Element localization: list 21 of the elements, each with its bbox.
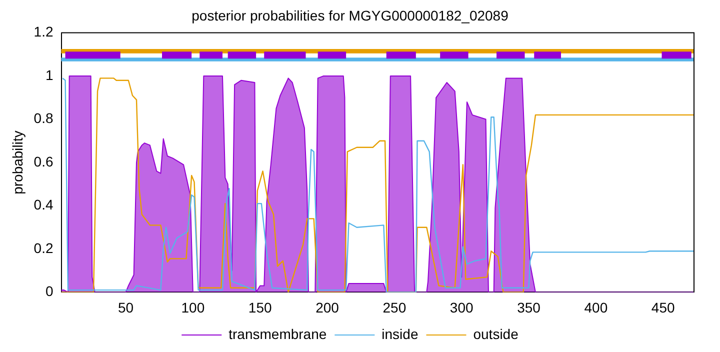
y-tick-label: 1.2 (34, 24, 54, 40)
chart-title: posterior probabilities for MGYG000000182_02089 (192, 7, 509, 24)
y-tick-label: 0.2 (34, 240, 54, 256)
x-tick-label: 100 (181, 299, 205, 316)
y-tick-label: 0.6 (34, 153, 54, 170)
x-tick-label: 450 (651, 299, 675, 316)
y-tick-label: 0.4 (34, 196, 54, 213)
y-tick-label: 0 (45, 283, 54, 300)
x-tick-label: 300 (450, 299, 474, 316)
x-tick-label: 250 (382, 299, 406, 316)
y-axis-title: probability (9, 130, 26, 194)
y-tick-label: 0.8 (34, 110, 54, 126)
x-tick-label: 350 (517, 299, 541, 316)
legend-label: outside (473, 326, 519, 342)
x-tick-label: 50 (118, 299, 134, 316)
x-tick-label: 150 (248, 299, 272, 316)
x-tick-label: 400 (584, 299, 608, 316)
legend-label: inside (382, 326, 418, 342)
legend-label: transmembrane (228, 326, 327, 342)
x-tick-label: 200 (316, 299, 340, 316)
y-tick-label: 1 (45, 66, 54, 83)
